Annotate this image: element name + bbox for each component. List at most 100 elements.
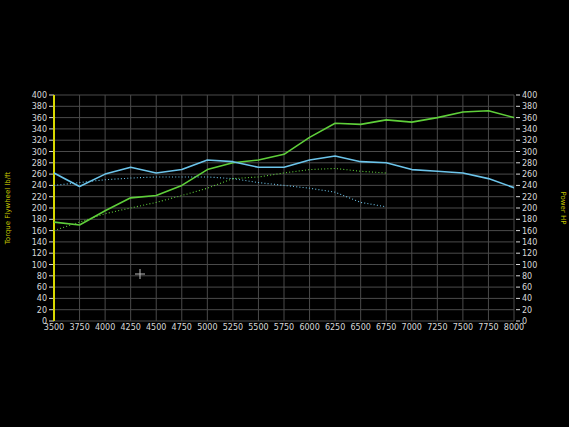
y-tick-label: 400 <box>32 91 47 100</box>
y2-tick <box>516 151 520 152</box>
series-line <box>54 156 514 188</box>
y2-tick <box>516 264 520 265</box>
y-tick-label: 240 <box>32 181 47 190</box>
background <box>0 0 569 427</box>
y2-tick <box>516 287 520 288</box>
y2-tick-label: 340 <box>522 125 537 134</box>
y2-tick <box>516 185 520 186</box>
x-tick-label: 7500 <box>453 323 473 332</box>
y-tick-label: 320 <box>32 136 47 145</box>
y2-tick <box>516 208 520 209</box>
y2-tick <box>516 298 520 299</box>
y-tick-label: 280 <box>32 159 47 168</box>
y-axis-label: Torque Flywheel lb/ft <box>4 172 12 246</box>
y2-tick-label: 320 <box>522 136 537 145</box>
y-grid-line <box>54 174 514 175</box>
y2-tick <box>516 140 520 141</box>
y-grid-line <box>54 140 514 141</box>
series-line <box>54 111 514 225</box>
y2-tick <box>516 275 520 276</box>
y2-tick-label: 240 <box>522 181 537 190</box>
y2-tick-label: 280 <box>522 159 537 168</box>
y-tick-label: 220 <box>32 193 47 202</box>
y-tick-label: 20 <box>37 306 47 315</box>
y-grid-line <box>54 128 514 129</box>
series-line <box>54 177 386 207</box>
x-tick-label: 3750 <box>69 323 89 332</box>
y2-tick-label: 100 <box>522 261 537 270</box>
y-tick-label: 340 <box>32 125 47 134</box>
x-tick-label: 7750 <box>478 323 498 332</box>
y-tick-label: 100 <box>32 261 47 270</box>
x-tick-label: 6500 <box>350 323 370 332</box>
y2-tick-label: 80 <box>522 272 532 281</box>
y-tick-label: 120 <box>32 249 47 258</box>
y2-tick <box>516 196 520 197</box>
y2-tick <box>516 162 520 163</box>
y-grid-line <box>54 95 514 96</box>
y-grid-line <box>54 117 514 118</box>
y2-tick-label: 120 <box>522 249 537 258</box>
y-tick-label: 380 <box>32 102 47 111</box>
y-grid-line <box>54 298 514 299</box>
y2-tick-label: 400 <box>522 91 537 100</box>
y-tick-label: 180 <box>32 215 47 224</box>
y-grid-line <box>54 309 514 310</box>
y-grid-line <box>54 287 514 288</box>
x-grid-line <box>54 95 55 321</box>
y2-tick-label: 40 <box>522 294 532 303</box>
y2-tick <box>516 95 520 96</box>
x-tick-label: 6250 <box>325 323 345 332</box>
y-tick-label: 80 <box>37 272 47 281</box>
y-grid-line <box>54 196 514 197</box>
y-tick-label: 160 <box>32 227 47 236</box>
y-grid-line <box>54 208 514 209</box>
x-tick-label: 6750 <box>376 323 396 332</box>
x-tick-label: 5750 <box>274 323 294 332</box>
y-axis-line <box>53 95 55 321</box>
x-tick-label: 4750 <box>172 323 192 332</box>
y-grid-line <box>54 230 514 231</box>
y-grid-line <box>54 275 514 276</box>
y2-tick <box>516 230 520 231</box>
x-tick-label: 7250 <box>427 323 447 332</box>
y-grid-line <box>54 253 514 254</box>
y2-tick-label: 0 <box>522 317 527 326</box>
cursor <box>140 269 141 279</box>
y2-tick-label: 220 <box>522 193 537 202</box>
y2-tick <box>516 219 520 220</box>
plot-area <box>54 111 514 231</box>
y2-tick-label: 180 <box>522 215 537 224</box>
y2-tick-label: 360 <box>522 114 537 123</box>
y2-tick-label: 20 <box>522 306 532 315</box>
y2-tick-label: 60 <box>522 283 532 292</box>
y2-axis-label: Power HP <box>559 192 567 225</box>
y-grid-line <box>54 162 514 163</box>
x-tick-label: 5000 <box>197 323 217 332</box>
y-tick-label: 300 <box>32 148 47 157</box>
y2-tick-label: 160 <box>522 227 537 236</box>
y-grid-line <box>54 241 514 242</box>
y-grid-line <box>54 151 514 152</box>
y2-tick-label: 200 <box>522 204 537 213</box>
y2-tick-label: 260 <box>522 170 537 179</box>
series-line <box>54 168 386 230</box>
y-grid-line <box>54 264 514 265</box>
y2-tick-label: 140 <box>522 238 537 247</box>
y-tick-label: 200 <box>32 204 47 213</box>
y-grid-line <box>54 321 514 322</box>
y2-tick <box>516 106 520 107</box>
x-tick-label: 4250 <box>120 323 140 332</box>
y-grid-line <box>54 106 514 107</box>
y2-tick <box>516 117 520 118</box>
y-tick-label: 360 <box>32 114 47 123</box>
y2-tick-label: 380 <box>522 102 537 111</box>
x-tick-label: 6000 <box>299 323 319 332</box>
x-tick-label: 4000 <box>95 323 115 332</box>
y2-tick <box>516 321 520 322</box>
x-tick-label: 4500 <box>146 323 166 332</box>
y-tick-label: 60 <box>37 283 47 292</box>
y-grid-line <box>54 219 514 220</box>
x-tick-label: 5500 <box>248 323 268 332</box>
y-tick-label: 140 <box>32 238 47 247</box>
